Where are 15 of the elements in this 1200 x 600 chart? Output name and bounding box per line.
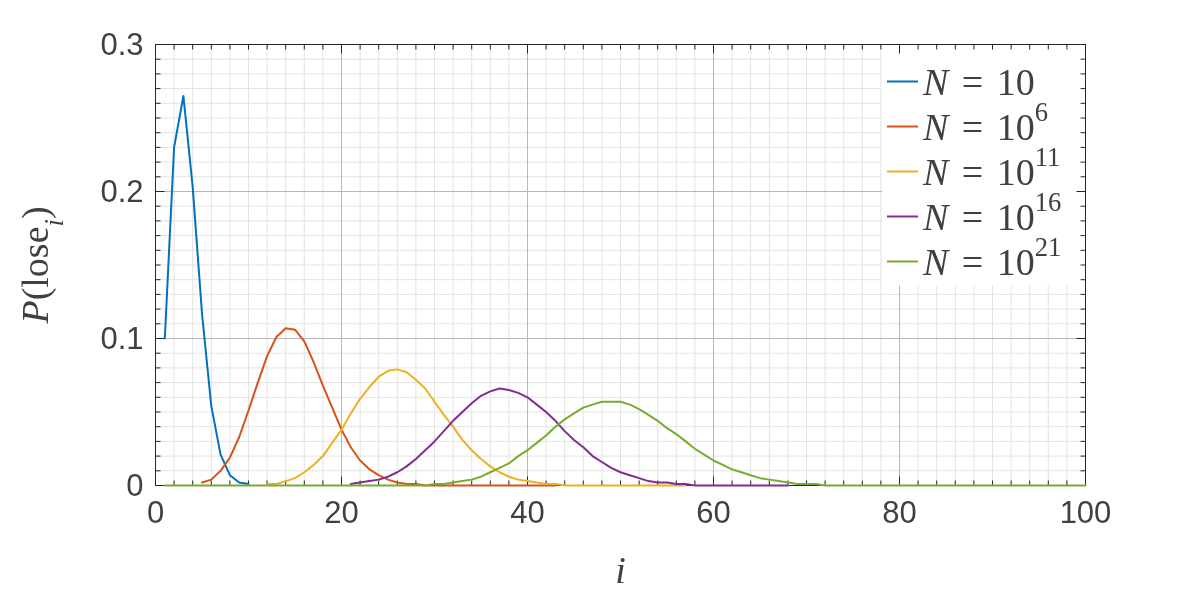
y-tick-label: 0.2	[100, 174, 144, 209]
line-series	[163, 400, 1087, 487]
y-tick-label: 0.1	[100, 321, 144, 356]
line-series	[201, 327, 557, 487]
y-tick-label: 0.3	[100, 27, 144, 62]
x-tick-label: 60	[696, 494, 731, 530]
line-series	[266, 368, 687, 487]
y-tick-label: 0	[126, 468, 144, 503]
line-series	[163, 94, 250, 486]
x-tick-label: 20	[324, 494, 359, 530]
x-tick-label: 80	[882, 494, 917, 530]
x-tick-label: 40	[510, 494, 545, 530]
x-tick-label: 100	[1059, 494, 1112, 530]
line-series	[349, 387, 789, 487]
x-axis-title: i	[615, 549, 626, 591]
